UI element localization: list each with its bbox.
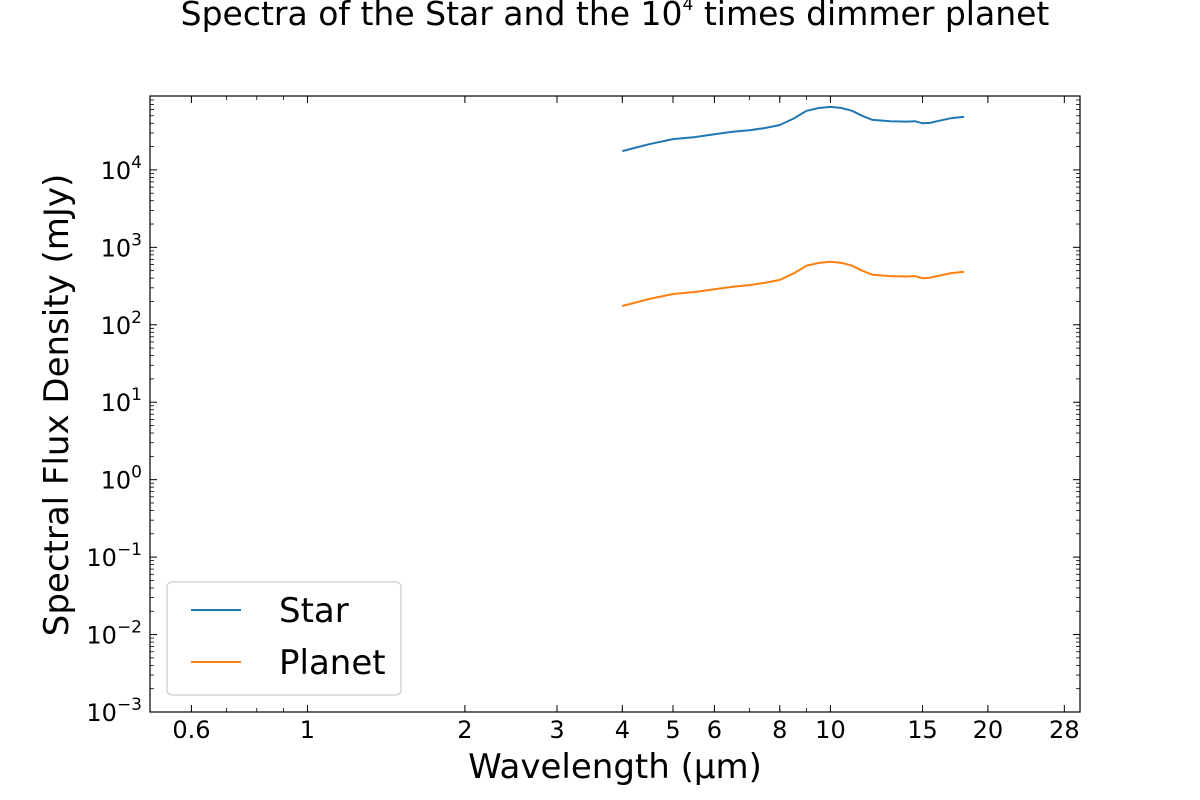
x-axis-label: Wavelength (μm) xyxy=(468,747,762,787)
x-tick-label: 10 xyxy=(815,716,846,744)
y-tick-label: 10−3 xyxy=(86,695,142,727)
x-tick-label: 4 xyxy=(615,716,630,744)
x-tick-label: 8 xyxy=(772,716,787,744)
x-tick-label: 5 xyxy=(665,716,680,744)
chart-title: Spectra of the Star and the 104 times di… xyxy=(181,0,1050,33)
y-tick-label: 10−2 xyxy=(86,618,142,650)
series-line-star xyxy=(622,105,965,153)
x-tick-label: 15 xyxy=(907,716,938,744)
x-tick-label: 28 xyxy=(1049,716,1080,744)
legend-label-planet: Planet xyxy=(279,643,386,683)
y-axis: 10−3 10−2 10−1 100 101 102 103 104 xyxy=(86,95,1080,727)
x-tick-label: 2 xyxy=(457,716,472,744)
x-tick-label: 3 xyxy=(549,716,564,744)
series-line-planet xyxy=(622,260,965,307)
x-tick-label: 6 xyxy=(707,716,722,744)
x-tick-label: 1 xyxy=(300,716,315,744)
y-tick-label: 104 xyxy=(101,153,142,185)
series-lines xyxy=(622,105,965,307)
y-tick-label: 10−1 xyxy=(86,540,142,572)
x-axis: 0.6 1 2 3 4 5 6 8 10 15 20 28 xyxy=(149,96,1081,744)
legend: Star Planet xyxy=(166,581,402,696)
y-tick-label: 103 xyxy=(101,230,142,262)
y-tick-label: 102 xyxy=(101,308,142,340)
legend-label-star: Star xyxy=(279,591,349,631)
y-axis-label: Spectral Flux Density (mJy) xyxy=(37,174,77,637)
y-tick-label: 101 xyxy=(101,385,142,417)
x-tick-label: 20 xyxy=(973,716,1004,744)
plot-frame xyxy=(149,95,1081,713)
x-tick-label: 0.6 xyxy=(172,716,210,744)
plot-area xyxy=(149,95,1081,713)
y-tick-label: 100 xyxy=(101,463,142,495)
